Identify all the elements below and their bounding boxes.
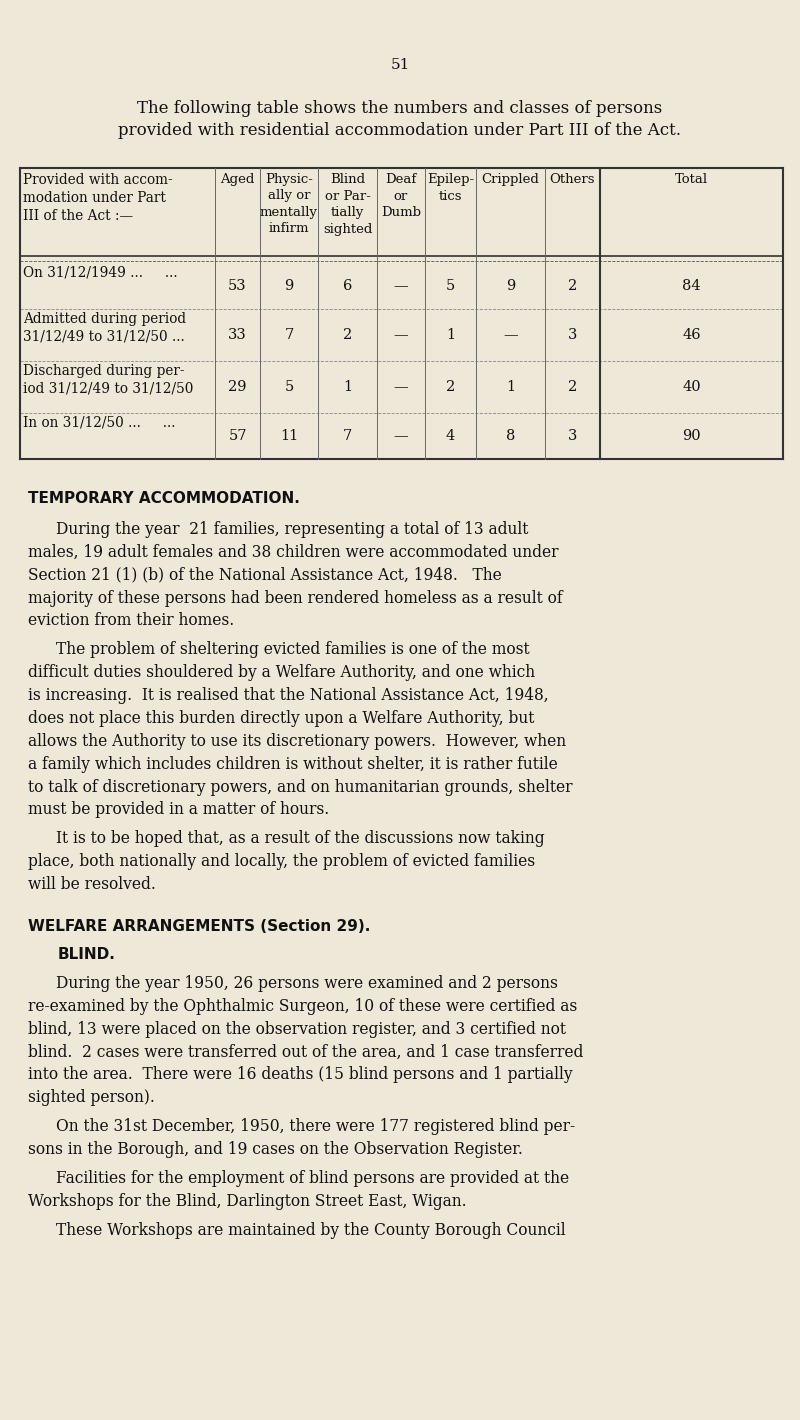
Text: males, 19 adult females and 38 children were accommodated under: males, 19 adult females and 38 children … [28,544,558,561]
Text: 90: 90 [682,429,701,443]
Text: 8: 8 [506,429,515,443]
Text: must be provided in a matter of hours.: must be provided in a matter of hours. [28,801,330,818]
Text: sighted person).: sighted person). [28,1089,155,1106]
Text: 1: 1 [506,381,515,393]
Text: —: — [394,278,408,293]
Text: 46: 46 [682,328,701,342]
Text: allows the Authority to use its discretionary powers.  However, when: allows the Authority to use its discreti… [28,733,566,750]
Text: 6: 6 [343,278,352,293]
Text: to talk of discretionary powers, and on humanitarian grounds, shelter: to talk of discretionary powers, and on … [28,778,573,795]
Text: Others: Others [550,173,595,186]
Text: 29: 29 [228,381,246,393]
Text: Physic-
ally or
mentally
infirm: Physic- ally or mentally infirm [260,173,318,236]
Text: During the year 1950, 26 persons were examined and 2 persons: During the year 1950, 26 persons were ex… [56,976,558,993]
Text: eviction from their homes.: eviction from their homes. [28,612,234,629]
Text: —: — [394,381,408,393]
Text: blind.  2 cases were transferred out of the area, and 1 case transferred: blind. 2 cases were transferred out of t… [28,1044,583,1061]
Text: These Workshops are maintained by the County Borough Council: These Workshops are maintained by the Co… [56,1221,566,1238]
Text: Deaf
or
Dumb: Deaf or Dumb [381,173,421,219]
Text: Workshops for the Blind, Darlington Street East, Wigan.: Workshops for the Blind, Darlington Stre… [28,1193,466,1210]
Text: Admitted during period
31/12/49 to 31/12/50 ...: Admitted during period 31/12/49 to 31/12… [23,312,186,344]
Text: 11: 11 [280,429,298,443]
Text: Provided with accom-
modation under Part
III of the Act :—: Provided with accom- modation under Part… [23,173,173,223]
Text: 57: 57 [228,429,246,443]
Text: 7: 7 [343,429,352,443]
Text: Crippled: Crippled [482,173,539,186]
Text: Blind
or Par-
tially
sighted: Blind or Par- tially sighted [323,173,372,236]
Text: 4: 4 [446,429,455,443]
Text: WELFARE ARRANGEMENTS (Section 29).: WELFARE ARRANGEMENTS (Section 29). [28,919,370,934]
Text: Total: Total [675,173,708,186]
Text: provided with residential accommodation under Part III of the Act.: provided with residential accommodation … [118,122,682,139]
Text: Aged: Aged [220,173,254,186]
Text: BLIND.: BLIND. [58,947,116,961]
Text: Section 21 (1) (b) of the National Assistance Act, 1948.   The: Section 21 (1) (b) of the National Assis… [28,567,502,584]
Text: It is to be hoped that, as a result of the discussions now taking: It is to be hoped that, as a result of t… [56,831,545,848]
Text: Discharged during per-
iod 31/12/49 to 31/12/50: Discharged during per- iod 31/12/49 to 3… [23,364,194,396]
Text: On the 31st December, 1950, there were 177 registered blind per-: On the 31st December, 1950, there were 1… [56,1118,575,1135]
Text: 33: 33 [228,328,247,342]
Text: 1: 1 [343,381,352,393]
Text: In on 31/12/50 ...     ...: In on 31/12/50 ... ... [23,416,175,430]
Text: Facilities for the employment of blind persons are provided at the: Facilities for the employment of blind p… [56,1170,569,1187]
Text: —: — [394,328,408,342]
Text: The problem of sheltering evicted families is one of the most: The problem of sheltering evicted famili… [56,642,530,659]
Text: 9: 9 [506,278,515,293]
Text: 2: 2 [446,381,455,393]
Text: does not place this burden directly upon a Welfare Authority, but: does not place this burden directly upon… [28,710,534,727]
Text: 2: 2 [343,328,352,342]
Text: difficult duties shouldered by a Welfare Authority, and one which: difficult duties shouldered by a Welfare… [28,665,535,682]
Text: TEMPORARY ACCOMMODATION.: TEMPORARY ACCOMMODATION. [28,491,300,506]
Text: 9: 9 [284,278,294,293]
Text: into the area.  There were 16 deaths (15 blind persons and 1 partially: into the area. There were 16 deaths (15 … [28,1066,573,1083]
Text: will be resolved.: will be resolved. [28,876,156,893]
Text: 53: 53 [228,278,247,293]
Text: is increasing.  It is realised that the National Assistance Act, 1948,: is increasing. It is realised that the N… [28,687,549,704]
Text: —: — [394,429,408,443]
Text: 84: 84 [682,278,701,293]
Text: blind, 13 were placed on the observation register, and 3 certified not: blind, 13 were placed on the observation… [28,1021,566,1038]
Text: a family which includes children is without shelter, it is rather futile: a family which includes children is with… [28,755,558,772]
Text: majority of these persons had been rendered homeless as a result of: majority of these persons had been rende… [28,589,562,606]
Text: During the year  21 families, representing a total of 13 adult: During the year 21 families, representin… [56,521,528,538]
Text: 1: 1 [446,328,455,342]
Text: 5: 5 [284,381,294,393]
Text: 51: 51 [390,58,410,72]
Text: place, both nationally and locally, the problem of evicted families: place, both nationally and locally, the … [28,853,535,870]
Text: 3: 3 [568,328,577,342]
Text: Epilep-
tics: Epilep- tics [427,173,474,203]
Text: re-examined by the Ophthalmic Surgeon, 10 of these were certified as: re-examined by the Ophthalmic Surgeon, 1… [28,998,578,1015]
Text: On 31/12/1949 ...     ...: On 31/12/1949 ... ... [23,266,178,280]
Text: 3: 3 [568,429,577,443]
Text: 40: 40 [682,381,701,393]
Text: The following table shows the numbers and classes of persons: The following table shows the numbers an… [138,99,662,116]
Text: —: — [503,328,518,342]
Text: 2: 2 [568,381,577,393]
Text: 7: 7 [284,328,294,342]
Text: 5: 5 [446,278,455,293]
Text: sons in the Borough, and 19 cases on the Observation Register.: sons in the Borough, and 19 cases on the… [28,1142,523,1159]
Text: 2: 2 [568,278,577,293]
